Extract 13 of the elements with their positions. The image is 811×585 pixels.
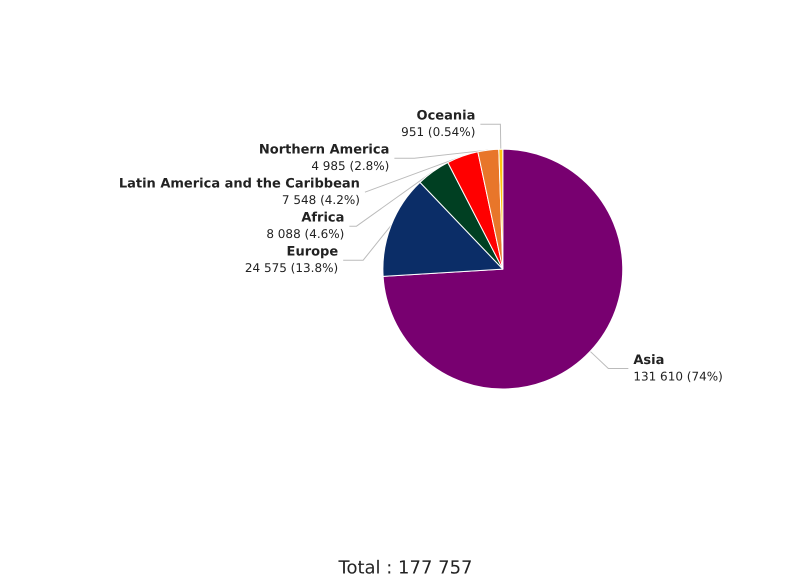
slice-label: Africa bbox=[301, 210, 344, 226]
data-label: 951 (0.54%) bbox=[401, 125, 476, 140]
data-label: 24 575 (13.8%) bbox=[244, 261, 338, 276]
data-label: 131 610 (74%) bbox=[633, 369, 723, 384]
slice-label: Northern America bbox=[258, 142, 390, 158]
data-label: 8 088 (4.6%) bbox=[266, 227, 344, 242]
text: Total : 177 757 bbox=[338, 558, 472, 578]
slice-label: Asia bbox=[633, 352, 664, 368]
slice-label: Europe bbox=[286, 244, 338, 260]
data-label: 4 985 (2.8%) bbox=[311, 159, 390, 174]
slice-label: Oceania bbox=[416, 108, 476, 124]
slice-label: Latin America and the Caribbean bbox=[118, 176, 360, 192]
data-label: 7 548 (4.2%) bbox=[282, 193, 360, 208]
